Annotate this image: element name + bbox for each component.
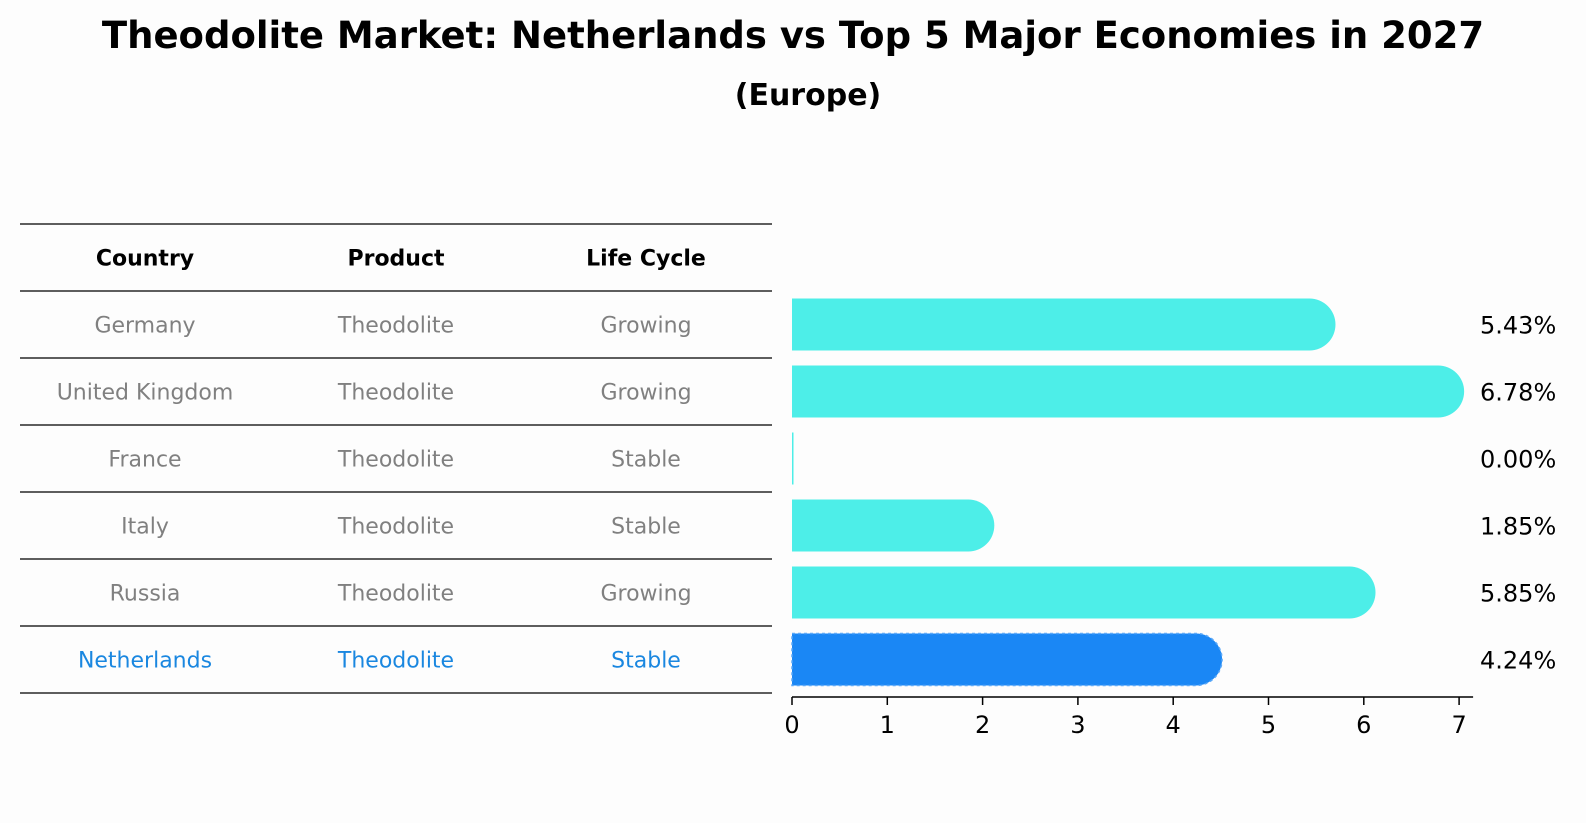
table-cell: Theodolite bbox=[337, 314, 454, 339]
bar-france bbox=[792, 432, 794, 485]
table-cell: Stable bbox=[611, 649, 681, 674]
x-tick-label: 7 bbox=[1451, 711, 1466, 739]
bar-italy bbox=[792, 499, 995, 552]
table-cell: Theodolite bbox=[337, 381, 454, 406]
table-cell: Germany bbox=[94, 314, 195, 339]
x-tick-label: 5 bbox=[1261, 711, 1276, 739]
table-cell: United Kingdom bbox=[57, 381, 234, 406]
bar-netherlands bbox=[791, 632, 1223, 687]
chart-subtitle: (Europe) bbox=[734, 78, 882, 113]
table-cell: Theodolite bbox=[337, 515, 454, 540]
table-cell: Growing bbox=[600, 582, 691, 607]
bar-value-label: 5.43% bbox=[1480, 312, 1556, 340]
x-tick-label: 1 bbox=[880, 711, 895, 739]
table-header-product: Product bbox=[347, 247, 445, 272]
table-cell: France bbox=[108, 448, 181, 473]
bar-germany bbox=[792, 298, 1336, 351]
table-cell: Stable bbox=[611, 448, 681, 473]
bar-value-label: 5.85% bbox=[1480, 580, 1556, 608]
bar-value-label: 1.85% bbox=[1480, 513, 1556, 541]
table-header-life-cycle: Life Cycle bbox=[586, 247, 706, 272]
x-tick-label: 0 bbox=[784, 711, 799, 739]
x-tick-label: 3 bbox=[1070, 711, 1085, 739]
table-cell: Theodolite bbox=[337, 582, 454, 607]
bar-united-kingdom bbox=[792, 365, 1465, 418]
x-tick-label: 2 bbox=[975, 711, 990, 739]
bar-value-label: 6.78% bbox=[1480, 379, 1556, 407]
table-cell: Netherlands bbox=[78, 649, 212, 674]
table-cell: Stable bbox=[611, 515, 681, 540]
table-header-country: Country bbox=[96, 247, 194, 272]
table-cell: Theodolite bbox=[337, 649, 454, 674]
bar-value-label: 4.24% bbox=[1480, 647, 1556, 675]
bar-russia bbox=[792, 566, 1376, 619]
x-tick-label: 4 bbox=[1166, 711, 1181, 739]
table-cell: Russia bbox=[110, 582, 181, 607]
x-tick-label: 6 bbox=[1356, 711, 1371, 739]
table-cell: Theodolite bbox=[337, 448, 454, 473]
table-cell: Growing bbox=[600, 314, 691, 339]
chart-title: Theodolite Market: Netherlands vs Top 5 … bbox=[101, 14, 1485, 57]
bar-value-label: 0.00% bbox=[1480, 446, 1556, 474]
table-cell: Italy bbox=[121, 515, 169, 540]
table-cell: Growing bbox=[600, 381, 691, 406]
